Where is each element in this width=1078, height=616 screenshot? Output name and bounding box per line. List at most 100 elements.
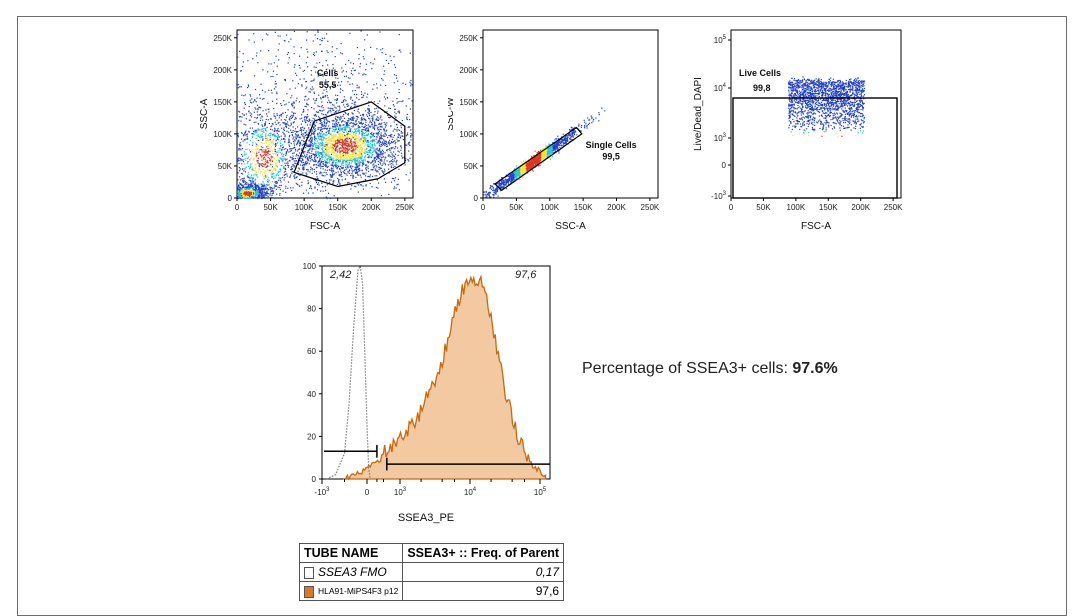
event-dot bbox=[308, 121, 309, 122]
event-dot bbox=[354, 149, 355, 150]
event-dot bbox=[242, 66, 243, 67]
event-dot bbox=[306, 116, 307, 117]
event-dot bbox=[286, 159, 287, 160]
event-dot bbox=[295, 117, 296, 118]
event-dot bbox=[267, 179, 268, 180]
event-dot bbox=[349, 164, 350, 165]
event-dot bbox=[314, 66, 315, 67]
event-dot bbox=[342, 157, 343, 158]
event-dot bbox=[272, 161, 273, 162]
event-dot bbox=[262, 140, 263, 141]
event-dot bbox=[261, 136, 262, 137]
event-dot bbox=[382, 80, 383, 81]
event-dot bbox=[245, 104, 246, 105]
event-dot bbox=[332, 158, 333, 159]
event-dot bbox=[239, 189, 240, 190]
event-dot bbox=[327, 112, 328, 113]
event-dot bbox=[339, 151, 340, 152]
event-dot bbox=[285, 112, 286, 113]
event-dot bbox=[318, 166, 319, 167]
event-dot bbox=[331, 159, 332, 160]
event-dot bbox=[345, 100, 346, 101]
event-dot bbox=[278, 59, 279, 60]
event-dot bbox=[268, 90, 269, 91]
event-dot bbox=[317, 127, 318, 128]
event-dot bbox=[379, 131, 380, 132]
event-dot bbox=[271, 172, 272, 173]
event-dot bbox=[248, 177, 249, 178]
event-dot bbox=[296, 144, 297, 145]
event-dot bbox=[375, 160, 376, 161]
event-dot bbox=[246, 167, 247, 168]
event-dot bbox=[328, 137, 329, 138]
event-dot bbox=[344, 157, 345, 158]
event-dot bbox=[264, 194, 265, 195]
event-dot bbox=[258, 171, 259, 172]
event-dot bbox=[309, 171, 310, 172]
event-dot bbox=[325, 95, 326, 96]
event-dot bbox=[341, 128, 342, 129]
event-dot bbox=[322, 107, 323, 108]
event-dot bbox=[280, 140, 281, 141]
event-dot bbox=[548, 143, 549, 144]
event-dot bbox=[314, 169, 315, 170]
event-dot bbox=[326, 138, 327, 139]
event-dot bbox=[337, 95, 338, 96]
event-dot bbox=[338, 182, 339, 183]
event-dot bbox=[357, 163, 358, 164]
event-dot bbox=[287, 54, 288, 55]
event-dot bbox=[248, 195, 249, 196]
event-dot bbox=[380, 49, 381, 50]
event-dot bbox=[270, 76, 271, 77]
event-dot bbox=[326, 161, 327, 162]
event-dot bbox=[393, 141, 394, 142]
event-dot bbox=[378, 161, 379, 162]
event-dot bbox=[369, 152, 370, 153]
event-dot bbox=[240, 184, 241, 185]
event-dot bbox=[365, 120, 366, 121]
event-dot bbox=[563, 145, 564, 146]
event-dot bbox=[277, 142, 278, 143]
event-dot bbox=[358, 169, 359, 170]
event-dot bbox=[374, 111, 375, 112]
event-dot bbox=[384, 143, 385, 144]
event-dot bbox=[268, 177, 269, 178]
event-dot bbox=[320, 139, 321, 140]
event-dot bbox=[294, 178, 295, 179]
event-dot bbox=[355, 130, 356, 131]
event-dot bbox=[261, 160, 262, 161]
event-dot bbox=[257, 162, 258, 163]
event-dot bbox=[359, 155, 360, 156]
event-dot bbox=[399, 101, 400, 102]
event-dot bbox=[333, 120, 334, 121]
event-dot bbox=[273, 139, 274, 140]
event-dot bbox=[245, 130, 246, 131]
event-dot bbox=[366, 142, 367, 143]
event-dot bbox=[358, 128, 359, 129]
event-dot bbox=[363, 123, 364, 124]
event-dot bbox=[302, 133, 303, 134]
event-dot bbox=[353, 133, 354, 134]
event-dot bbox=[382, 141, 383, 142]
event-dot bbox=[254, 184, 255, 185]
event-dot bbox=[485, 192, 486, 193]
event-dot bbox=[388, 164, 389, 165]
event-dot bbox=[260, 171, 261, 172]
y-axis-title: SSC-A bbox=[199, 98, 210, 129]
event-dot bbox=[395, 109, 396, 110]
event-dot bbox=[288, 165, 289, 166]
event-dot bbox=[379, 138, 380, 139]
event-dot bbox=[283, 167, 284, 168]
event-dot bbox=[262, 189, 263, 190]
event-dot bbox=[272, 164, 273, 165]
event-dot bbox=[295, 128, 296, 129]
event-dot bbox=[355, 128, 356, 129]
event-dot bbox=[296, 98, 297, 99]
y-tick-label: 50K bbox=[218, 162, 233, 171]
event-dot bbox=[322, 145, 323, 146]
event-dot bbox=[321, 106, 322, 107]
event-dot bbox=[242, 168, 243, 169]
event-dot bbox=[289, 88, 290, 89]
event-dot bbox=[363, 58, 364, 59]
event-dot bbox=[396, 164, 397, 165]
